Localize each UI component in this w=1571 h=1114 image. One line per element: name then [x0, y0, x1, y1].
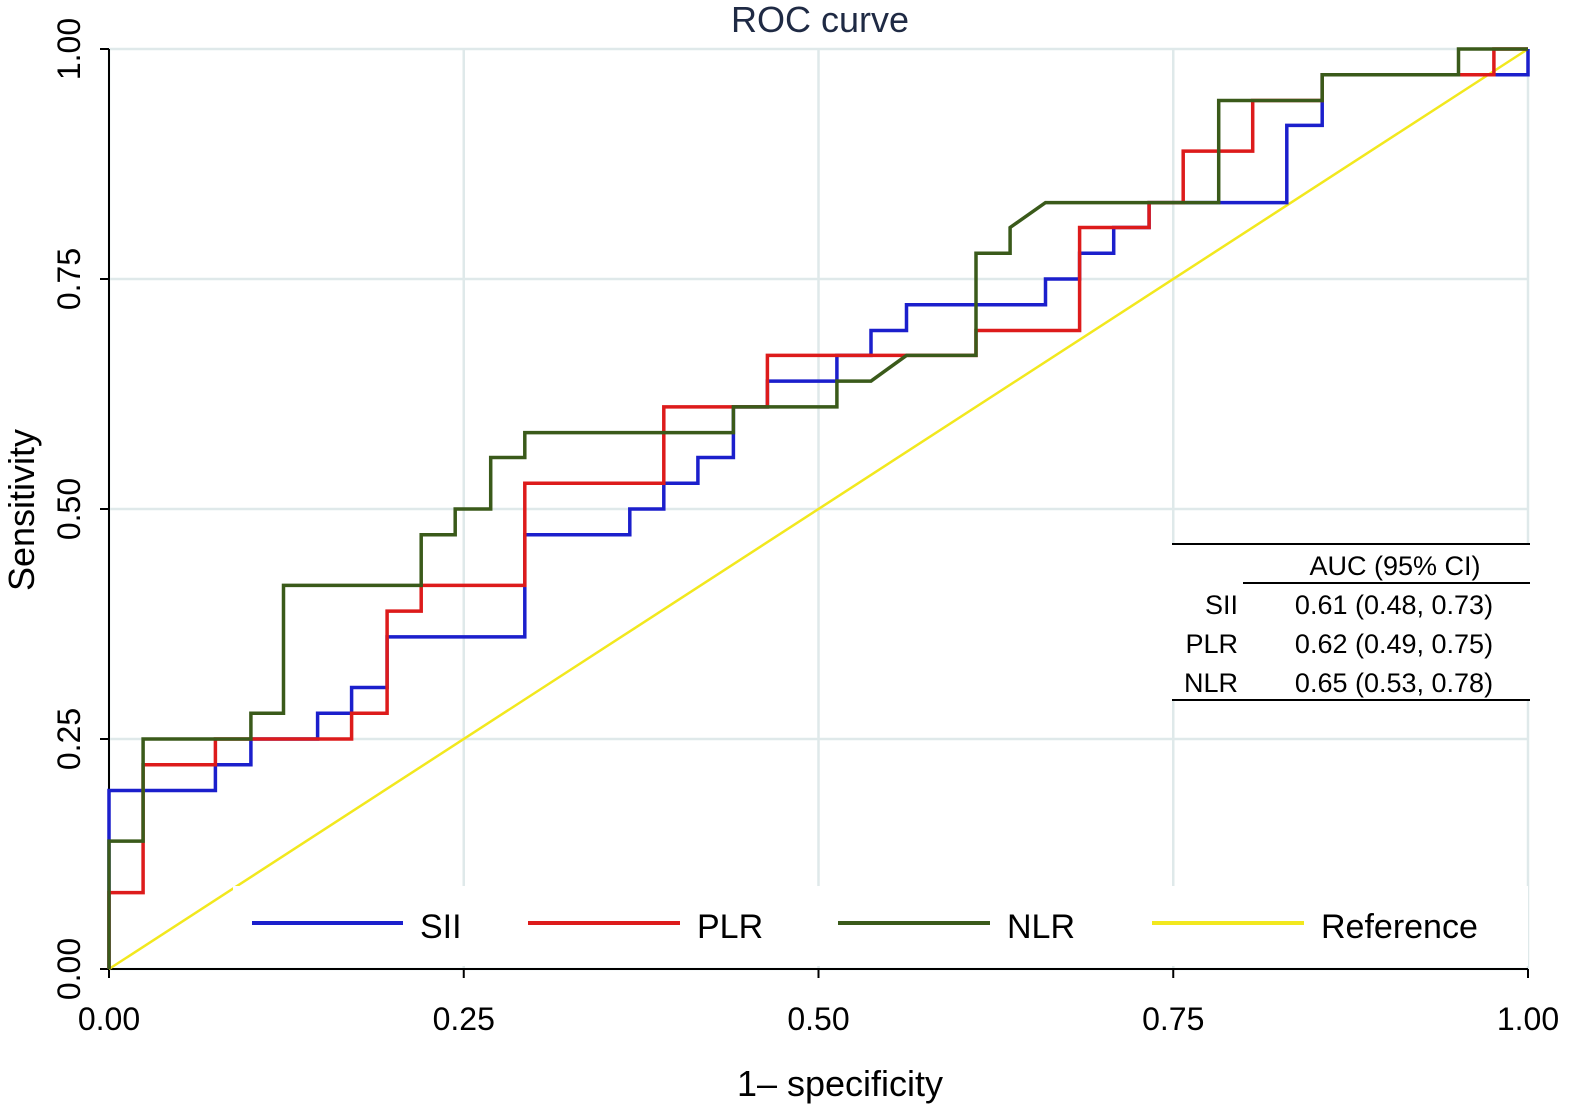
legend: SII PLR NLR Reference	[233, 886, 1528, 966]
y-tick-label-2: 0.50	[51, 478, 87, 540]
x-axis-label: 1– specificity	[737, 1063, 943, 1104]
auc-row-label-nlr: NLR	[1184, 668, 1238, 698]
y-tick-label-4: 1.00	[51, 18, 87, 80]
series-line-reference	[108, 47, 1529, 971]
legend-label-plr: PLR	[697, 908, 763, 946]
legend-background	[233, 886, 1528, 966]
series-lines	[107, 47, 1530, 971]
x-tick-label-4: 1.00	[1497, 1001, 1559, 1037]
auc-row-label-sii: SII	[1205, 590, 1238, 620]
x-tick-label-0: 0.00	[78, 1001, 140, 1037]
y-tick-label-1: 0.25	[51, 708, 87, 770]
auc-row-value-plr: 0.62 (0.49, 0.75)	[1295, 629, 1493, 659]
auc-table-header: AUC (95% CI)	[1309, 551, 1480, 581]
auc-table-background	[1172, 543, 1530, 701]
x-tick-label-3: 0.75	[1142, 1001, 1204, 1037]
chart-title: ROC curve	[731, 0, 909, 40]
y-tick-label-0: 0.00	[51, 938, 87, 1000]
legend-label-reference: Reference	[1321, 908, 1478, 946]
auc-table: AUC (95% CI) SII 0.61 (0.48, 0.73) PLR 0.62 …	[1172, 543, 1530, 701]
auc-row-value-nlr: 0.65 (0.53, 0.78)	[1295, 668, 1493, 698]
series-line-nlr	[107, 47, 1528, 969]
x-tick-label-2: 0.50	[787, 1001, 849, 1037]
axes: 0.00 0.25 0.50 0.75 1.00 0.00 0.25 0.50 0.75 1.00	[51, 18, 1559, 1037]
x-tick-label-1: 0.25	[433, 1001, 495, 1037]
auc-row-value-sii: 0.61 (0.48, 0.73)	[1295, 590, 1493, 620]
legend-label-nlr: NLR	[1007, 908, 1075, 946]
y-axis-label: Sensitivity	[1, 429, 42, 591]
legend-label-sii: SII	[420, 908, 462, 946]
y-tick-label-3: 0.75	[51, 248, 87, 310]
auc-row-label-plr: PLR	[1185, 629, 1238, 659]
